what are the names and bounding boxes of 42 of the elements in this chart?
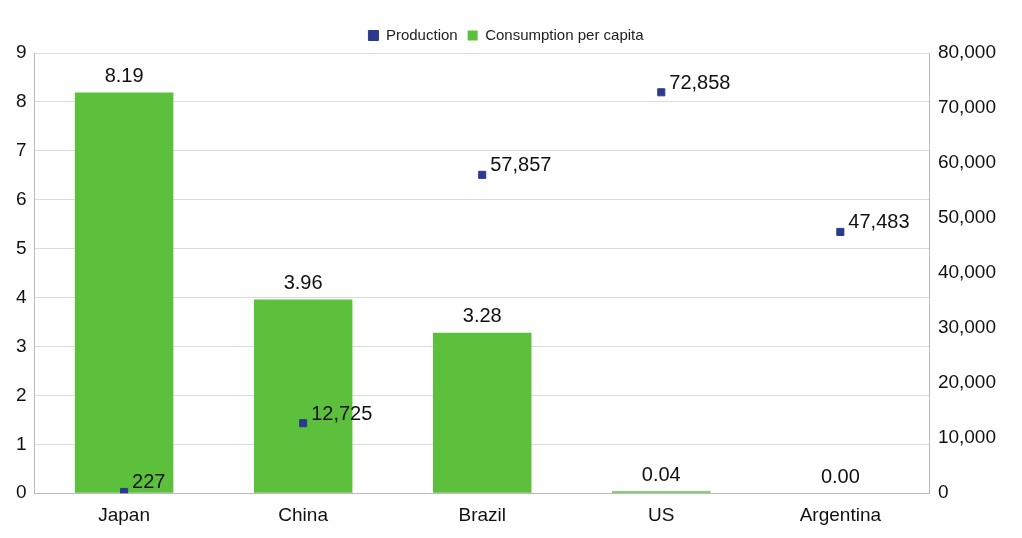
- y2-tick-label: 70,000: [937, 96, 997, 118]
- data-label: 0.04: [641, 462, 681, 485]
- y2-tick-label: 60,000: [937, 151, 997, 173]
- x-tick-label: Brazil: [458, 503, 506, 525]
- bar: [432, 332, 532, 493]
- y2-tick-label: 0: [937, 481, 949, 503]
- y-tick-label: 2: [15, 383, 27, 405]
- y2-tick-label: 40,000: [937, 261, 997, 283]
- x-tick-label: China: [278, 503, 329, 525]
- y-tick-label: 1: [15, 432, 27, 454]
- data-label: 3.96: [283, 271, 323, 294]
- point: [120, 487, 129, 494]
- data-label: 0.00: [820, 464, 860, 487]
- point: [478, 170, 487, 179]
- y2-tick-label: 80,000: [937, 41, 997, 63]
- bar: [74, 92, 174, 493]
- y-tick-label: 0: [15, 481, 27, 503]
- point: [657, 88, 666, 97]
- y-tick-label: 7: [15, 139, 27, 161]
- data-label: 227: [132, 470, 166, 493]
- y-tick-label: 4: [15, 285, 27, 307]
- x-tick-label: Japan: [98, 503, 150, 525]
- y-tick-label: 8: [15, 90, 27, 112]
- point: [836, 227, 845, 236]
- y-tick-label: 5: [15, 236, 27, 258]
- data-label: 57,857: [490, 153, 552, 176]
- data-label: 47,483: [848, 210, 910, 233]
- y-tick-label: 6: [15, 187, 27, 209]
- data-label: 8.19: [104, 64, 144, 87]
- y2-tick-label: 20,000: [937, 371, 997, 393]
- legend-label: Production: [385, 25, 458, 43]
- x-tick-label: Argentina: [799, 503, 882, 525]
- legend-label: Consumption per capita: [485, 25, 645, 43]
- x-tick-label: US: [648, 503, 675, 525]
- y2-tick-label: 30,000: [937, 316, 997, 338]
- data-label: 72,858: [669, 70, 731, 93]
- y-tick-label: 9: [15, 41, 27, 63]
- point: [299, 419, 308, 428]
- y2-tick-label: 50,000: [937, 206, 997, 228]
- y2-tick-label: 10,000: [937, 426, 997, 448]
- data-label: 3.28: [462, 304, 502, 327]
- y-tick-label: 3: [15, 334, 27, 356]
